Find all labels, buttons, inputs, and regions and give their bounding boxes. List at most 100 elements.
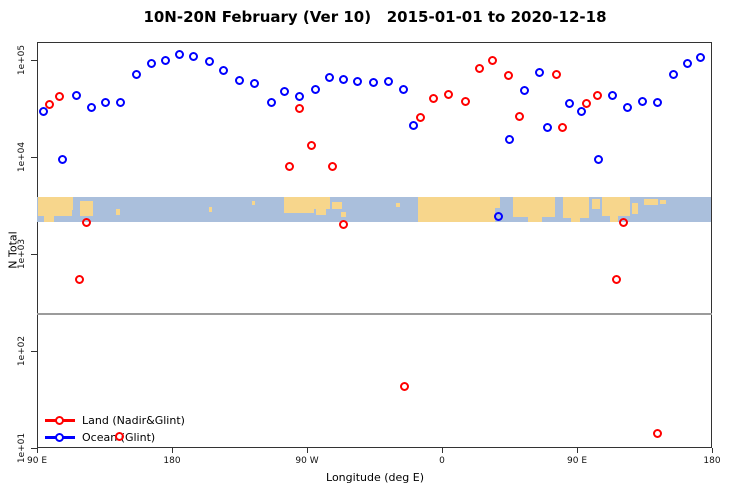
data-point-ocean bbox=[279, 86, 289, 96]
data-point-ocean bbox=[564, 99, 574, 109]
data-point-ocean bbox=[161, 55, 170, 65]
ocean-series-swatch bbox=[45, 432, 75, 443]
data-point-land bbox=[429, 93, 439, 103]
data-point-ocean bbox=[408, 120, 418, 130]
x-tick bbox=[442, 448, 443, 453]
data-point-ocean bbox=[249, 78, 259, 88]
x-tick bbox=[172, 448, 173, 453]
data-point-land bbox=[75, 274, 85, 284]
data-point-land bbox=[306, 140, 316, 150]
land-circle-icon bbox=[55, 415, 64, 425]
data-point-ocean bbox=[534, 68, 544, 78]
y-tick bbox=[31, 157, 37, 158]
data-point-land bbox=[294, 104, 304, 114]
data-point-land bbox=[558, 122, 568, 132]
data-point-ocean bbox=[353, 77, 362, 87]
data-point-ocean bbox=[116, 98, 125, 108]
land-series-swatch bbox=[45, 415, 75, 426]
y-tick-label: 1e+01 bbox=[17, 432, 27, 464]
data-point-ocean bbox=[519, 85, 529, 95]
x-tick bbox=[37, 448, 38, 453]
data-point-land bbox=[653, 428, 662, 438]
data-point-ocean bbox=[267, 98, 277, 108]
data-point-land bbox=[81, 217, 91, 227]
land-patch bbox=[610, 214, 618, 222]
x-tick-label: 180 bbox=[703, 456, 721, 466]
data-point-ocean bbox=[174, 50, 184, 60]
data-point-land bbox=[593, 90, 602, 100]
y-tick bbox=[31, 254, 37, 255]
data-point-land bbox=[515, 111, 524, 121]
data-point-ocean bbox=[683, 58, 692, 68]
ocean-circle-icon bbox=[55, 432, 64, 442]
data-point-ocean bbox=[39, 107, 49, 117]
land-patch bbox=[563, 197, 589, 218]
data-point-ocean bbox=[696, 52, 706, 62]
data-point-ocean bbox=[594, 155, 604, 165]
data-point-ocean bbox=[399, 85, 409, 95]
data-point-land bbox=[45, 100, 55, 110]
data-point-ocean bbox=[294, 91, 304, 101]
data-point-land bbox=[327, 161, 337, 171]
y-tick bbox=[31, 60, 37, 61]
land-patch bbox=[571, 216, 580, 222]
land-patch bbox=[644, 199, 658, 205]
data-point-ocean bbox=[369, 77, 379, 87]
y-tick bbox=[31, 448, 37, 449]
data-point-ocean bbox=[504, 134, 514, 144]
data-point-ocean bbox=[543, 122, 553, 132]
data-point-land bbox=[54, 91, 64, 101]
land-patch bbox=[116, 209, 120, 215]
x-tick-label: 90 E bbox=[27, 456, 47, 466]
data-point-land bbox=[582, 99, 592, 109]
x-tick-label: 90 E bbox=[567, 456, 587, 466]
data-point-ocean bbox=[72, 90, 82, 100]
data-point-ocean bbox=[132, 70, 142, 80]
land-patch bbox=[332, 202, 342, 209]
data-point-land bbox=[612, 274, 622, 284]
land-patch bbox=[302, 197, 330, 209]
data-point-land bbox=[488, 55, 497, 65]
x-tick-label: 90 W bbox=[295, 456, 319, 466]
data-point-land bbox=[504, 71, 514, 81]
land-patch bbox=[396, 203, 400, 207]
x-axis-title: Longitude (deg E) bbox=[326, 471, 424, 484]
data-point-land bbox=[114, 431, 124, 441]
data-point-ocean bbox=[608, 90, 617, 100]
data-point-ocean bbox=[494, 212, 503, 222]
land-patch bbox=[660, 200, 666, 204]
x-tick-label: 0 bbox=[439, 456, 445, 466]
data-point-ocean bbox=[339, 75, 349, 85]
land-patch bbox=[602, 197, 630, 216]
land-patch bbox=[418, 197, 495, 222]
land-patch bbox=[341, 212, 346, 217]
data-point-land bbox=[618, 217, 628, 227]
data-point-ocean bbox=[234, 75, 244, 85]
data-point-ocean bbox=[623, 103, 632, 112]
data-point-ocean bbox=[324, 73, 334, 83]
data-point-ocean bbox=[653, 98, 662, 108]
chart-title: 10N-20N February (Ver 10) 2015-01-01 to … bbox=[143, 8, 607, 26]
legend-row-land: Land (Nadir&Glint) bbox=[45, 412, 185, 429]
x-tick bbox=[712, 448, 713, 453]
data-point-ocean bbox=[57, 155, 67, 165]
data-point-land bbox=[399, 381, 409, 391]
plot-area bbox=[37, 42, 712, 448]
legend: Land (Nadir&Glint) Ocean (Glint) bbox=[45, 412, 185, 446]
x-tick bbox=[307, 448, 308, 453]
data-point-ocean bbox=[147, 58, 157, 68]
data-point-ocean bbox=[669, 70, 679, 80]
data-point-ocean bbox=[101, 98, 110, 108]
threshold-line bbox=[37, 313, 712, 315]
land-patch bbox=[528, 215, 542, 222]
y-tick-label: 1e+05 bbox=[17, 44, 27, 76]
data-point-ocean bbox=[204, 57, 214, 67]
land-patch bbox=[487, 197, 500, 208]
land-patch bbox=[316, 209, 326, 215]
data-point-land bbox=[474, 63, 484, 73]
land-patch bbox=[44, 212, 54, 222]
land-patch bbox=[252, 201, 255, 205]
land-patch bbox=[57, 197, 73, 210]
data-point-ocean bbox=[576, 107, 586, 117]
